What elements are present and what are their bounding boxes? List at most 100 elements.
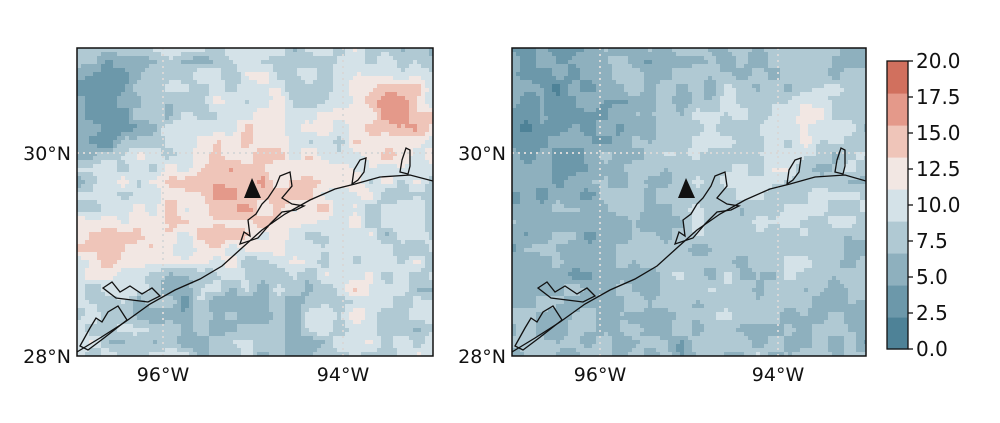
contour-cell	[333, 92, 338, 97]
contour-cell	[165, 232, 170, 237]
contour-cell	[417, 220, 422, 225]
contour-cell	[309, 160, 314, 165]
contour-cell	[205, 156, 210, 161]
contour-cell	[93, 84, 98, 89]
contour-cell	[229, 84, 234, 89]
contour-cell	[393, 144, 398, 149]
contour-cell	[429, 168, 433, 173]
contour-cell	[417, 228, 422, 233]
contour-cell	[173, 224, 178, 229]
contour-cell	[417, 208, 422, 213]
contour-cell	[89, 96, 94, 101]
contour-cell	[257, 112, 262, 117]
contour-cell	[241, 104, 246, 109]
contour-cell	[305, 256, 310, 261]
contour-cell	[145, 116, 150, 121]
contour-cell	[373, 248, 378, 253]
contour-cell	[105, 272, 110, 277]
contour-cell	[297, 140, 302, 145]
contour-cell	[349, 132, 354, 137]
contour-cell	[317, 112, 322, 117]
contour-cell	[401, 100, 406, 105]
contour-cell	[333, 260, 338, 265]
contour-cell	[285, 84, 290, 89]
contour-cell	[361, 196, 366, 201]
contour-cell	[381, 100, 386, 105]
contour-cell	[129, 80, 134, 85]
contour-cell	[273, 108, 278, 113]
contour-cell	[241, 72, 246, 77]
contour-cell	[325, 208, 330, 213]
contour-cell	[241, 88, 246, 93]
contour-cell	[189, 88, 194, 93]
contour-cell	[105, 84, 110, 89]
contour-cell	[149, 200, 154, 205]
contour-cell	[253, 52, 258, 57]
contour-cell	[293, 76, 298, 81]
contour-cell	[333, 196, 338, 201]
contour-cell	[365, 84, 370, 89]
contour-cell	[273, 116, 278, 121]
contour-cell	[225, 132, 230, 137]
contour-cell	[209, 184, 214, 189]
contour-cell	[309, 172, 314, 177]
contour-cell	[285, 208, 290, 213]
contour-cell	[229, 148, 234, 153]
contour-cell	[241, 252, 246, 257]
contour-cell	[373, 216, 378, 221]
contour-cell	[321, 236, 326, 241]
contour-cell	[317, 180, 322, 185]
contour-cell	[89, 216, 94, 221]
contour-cell	[377, 52, 382, 57]
contour-cell	[337, 220, 342, 225]
contour-cell	[105, 132, 110, 137]
contour-cell	[261, 172, 266, 177]
contour-cell	[233, 112, 238, 117]
contour-cell	[289, 248, 294, 253]
contour-cell	[429, 228, 433, 233]
contour-cell	[401, 208, 406, 213]
contour-cell	[321, 232, 326, 237]
contour-cell	[253, 108, 258, 113]
contour-cell	[149, 260, 154, 265]
contour-cell	[93, 212, 98, 217]
contour-cell	[297, 152, 302, 157]
contour-cell	[377, 112, 382, 117]
contour-cell	[245, 256, 250, 261]
contour-cell	[125, 240, 130, 245]
contour-cell	[145, 176, 150, 181]
contour-cell	[93, 220, 98, 225]
contour-cell	[117, 120, 122, 125]
contour-cell	[109, 144, 114, 149]
contour-cell	[349, 112, 354, 117]
contour-cell	[385, 64, 390, 69]
contour-cell	[101, 216, 106, 221]
contour-cell	[389, 136, 394, 141]
contour-cell	[241, 132, 246, 137]
contour-cell	[165, 220, 170, 225]
contour-cell	[197, 176, 202, 181]
contour-cell	[241, 68, 246, 73]
contour-cell	[241, 108, 246, 113]
contour-cell	[85, 52, 90, 57]
contour-cell	[233, 200, 238, 205]
contour-cell	[85, 148, 90, 153]
contour-cell	[97, 224, 102, 229]
contour-cell	[105, 212, 110, 217]
contour-cell	[181, 68, 186, 73]
contour-cell	[357, 152, 362, 157]
contour-cell	[421, 72, 426, 77]
contour-cell	[393, 260, 398, 265]
contour-cell	[157, 208, 162, 213]
contour-cell	[281, 244, 286, 249]
contour-cell	[189, 212, 194, 217]
contour-cell	[109, 64, 114, 69]
contour-cell	[141, 256, 146, 261]
contour-cell	[417, 88, 422, 93]
contour-cell	[409, 204, 414, 209]
contour-cell	[265, 252, 270, 257]
contour-cell	[389, 268, 394, 273]
contour-cell	[93, 176, 98, 181]
contour-cell	[185, 124, 190, 129]
contour-cell	[145, 220, 150, 225]
